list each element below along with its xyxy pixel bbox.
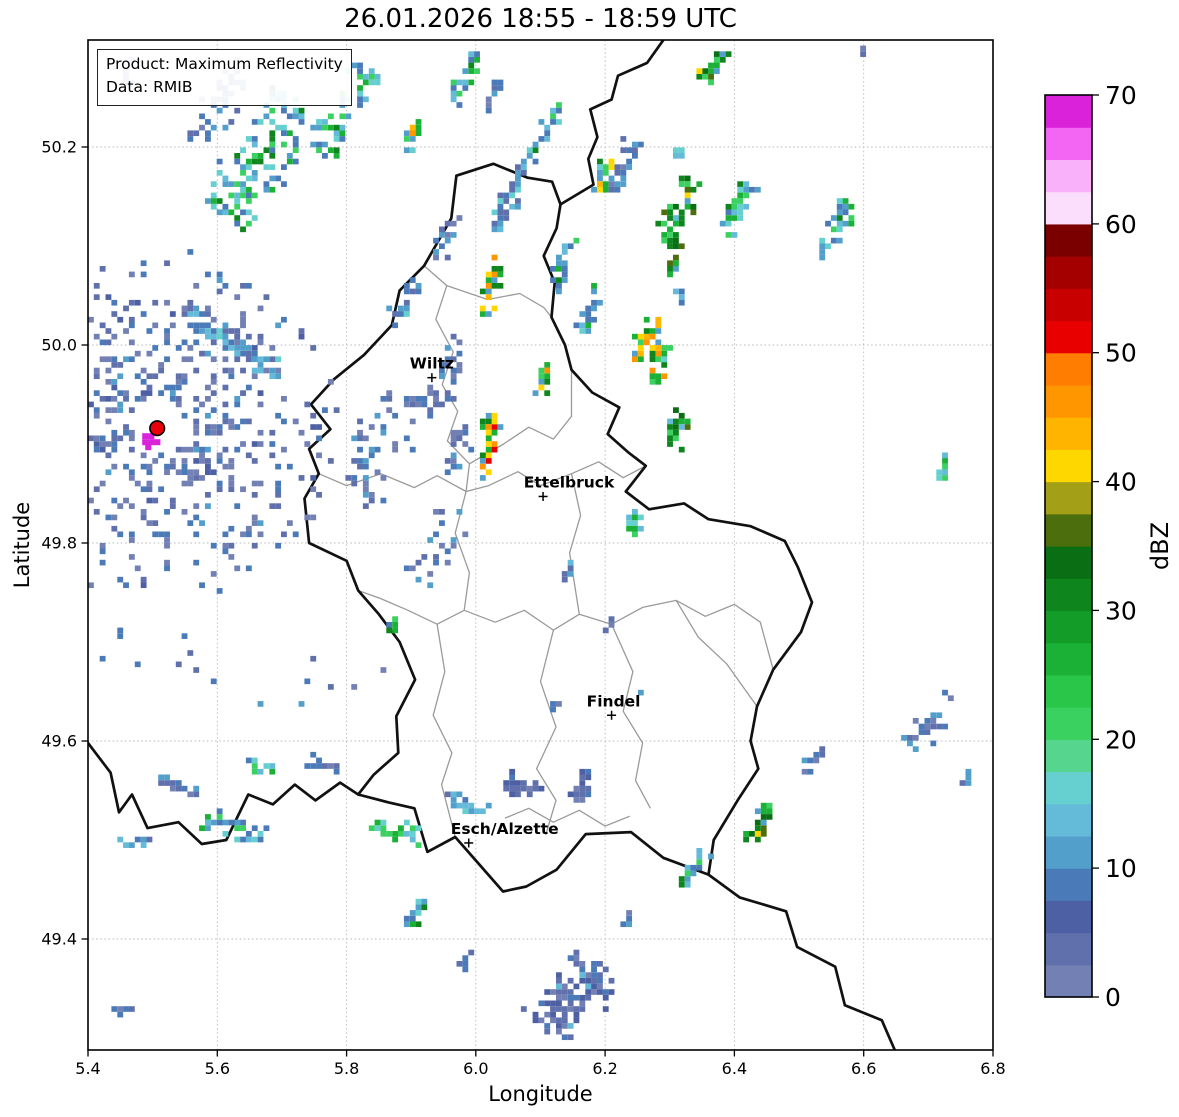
svg-text:70: 70 [1105,81,1137,110]
svg-text:5.6: 5.6 [205,1059,230,1078]
plot-frame [87,39,994,1051]
svg-text:40: 40 [1105,468,1137,497]
radar-echo-layer [88,45,972,1041]
svg-text:49.8: 49.8 [41,534,77,553]
svg-text:49.6: 49.6 [41,732,77,751]
colorbar-label: dBZ [1146,521,1174,571]
svg-text:50.0: 50.0 [41,336,77,355]
country-borders [88,40,896,1050]
city-marker: Findel [587,692,641,720]
svg-text:6.8: 6.8 [980,1059,1005,1078]
radar-site-marker [142,420,166,451]
svg-text:Findel: Findel [587,692,641,710]
svg-text:50.2: 50.2 [41,138,77,157]
axis-ticks: 5.4 5.6 5.8 6.0 6.2 6.4 6.6 6.8 49.4 49.6 49.8 50.0… [41,138,1005,1079]
svg-text:6.0: 6.0 [463,1059,488,1078]
city-marker: Ettelbruck [524,473,615,501]
svg-text:10: 10 [1105,854,1137,883]
figure-title: 26.01.2026 18:55 - 18:59 UTC [344,4,737,34]
svg-text:6.2: 6.2 [592,1059,617,1078]
svg-text:6.4: 6.4 [722,1059,747,1078]
product-info-line2: Data: RMIB [106,78,193,97]
svg-text:49.4: 49.4 [41,930,77,949]
svg-text:0: 0 [1105,983,1121,1012]
svg-text:Ettelbruck: Ettelbruck [524,473,615,491]
svg-text:Wiltz: Wiltz [410,355,454,373]
district-borders [318,265,774,838]
svg-text:6.6: 6.6 [851,1059,876,1078]
product-info-box: Product: Maximum Reflectivity Data: RMIB [97,49,352,106]
svg-text:30: 30 [1105,596,1137,625]
svg-text:50: 50 [1105,339,1137,368]
city-marker: Wiltz [410,355,454,383]
svg-text:5.8: 5.8 [334,1059,359,1078]
x-axis-label: Longitude [488,1082,593,1106]
y-axis-label: Latitude [10,501,34,589]
city-markers: Wiltz Ettelbruck Findel Esch/Alzette [410,355,641,848]
colorbar: 0 10 20 30 40 50 60 70 [1044,81,1137,1012]
svg-text:Esch/Alzette: Esch/Alzette [451,820,559,838]
svg-text:60: 60 [1105,210,1137,239]
product-info-line1: Product: Maximum Reflectivity [106,55,343,73]
svg-text:5.4: 5.4 [75,1059,100,1078]
city-marker: Esch/Alzette [451,820,559,848]
svg-text:20: 20 [1105,725,1137,754]
